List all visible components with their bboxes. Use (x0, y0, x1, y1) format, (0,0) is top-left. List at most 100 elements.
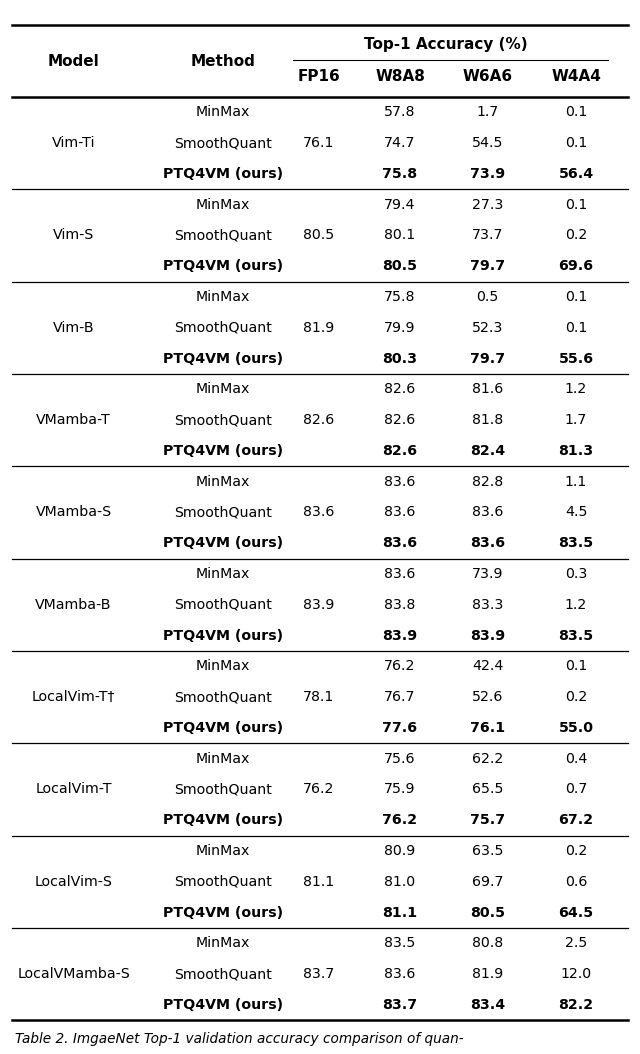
Text: 57.8: 57.8 (384, 105, 416, 119)
Text: PTQ4VM (ours): PTQ4VM (ours) (163, 167, 283, 181)
Text: MinMax: MinMax (196, 660, 250, 674)
Text: 56.4: 56.4 (559, 167, 593, 181)
Text: 0.6: 0.6 (565, 875, 587, 889)
Text: MinMax: MinMax (196, 290, 250, 304)
Text: 83.6: 83.6 (472, 506, 504, 520)
Text: 83.4: 83.4 (470, 998, 505, 1012)
Text: W6A6: W6A6 (463, 70, 513, 84)
Text: 0.1: 0.1 (565, 136, 587, 150)
Text: 65.5: 65.5 (472, 782, 504, 797)
Text: 80.5: 80.5 (470, 905, 505, 919)
Text: 83.6: 83.6 (384, 567, 416, 581)
Text: 80.3: 80.3 (383, 352, 417, 366)
Text: 0.2: 0.2 (565, 229, 587, 242)
Text: 83.6: 83.6 (384, 506, 416, 520)
Text: 62.2: 62.2 (472, 752, 503, 765)
Text: 83.8: 83.8 (385, 598, 415, 611)
Text: LocalVim-T†: LocalVim-T† (32, 690, 115, 704)
Text: 80.9: 80.9 (385, 844, 415, 858)
Text: W4A4: W4A4 (551, 70, 601, 84)
Text: 0.1: 0.1 (565, 105, 587, 119)
Text: 82.6: 82.6 (383, 444, 417, 457)
Text: 73.9: 73.9 (470, 167, 505, 181)
Text: VMamba-S: VMamba-S (36, 506, 111, 520)
Text: 80.5: 80.5 (383, 259, 417, 273)
Text: 82.6: 82.6 (385, 383, 415, 396)
Text: 76.1: 76.1 (303, 136, 335, 150)
Text: 83.9: 83.9 (303, 598, 335, 611)
Text: PTQ4VM (ours): PTQ4VM (ours) (163, 444, 283, 457)
Text: SmoothQuant: SmoothQuant (174, 690, 271, 704)
Text: 42.4: 42.4 (472, 660, 504, 674)
Text: 0.2: 0.2 (565, 844, 587, 858)
Text: 0.1: 0.1 (565, 198, 587, 212)
Text: 82.4: 82.4 (470, 444, 505, 457)
Text: PTQ4VM (ours): PTQ4VM (ours) (163, 628, 283, 643)
Text: 83.6: 83.6 (470, 536, 505, 550)
Text: 81.1: 81.1 (303, 875, 334, 889)
Text: 12.0: 12.0 (561, 968, 591, 981)
Text: Vim-S: Vim-S (53, 229, 94, 242)
Text: PTQ4VM (ours): PTQ4VM (ours) (163, 536, 283, 550)
Text: 1.7: 1.7 (477, 105, 499, 119)
Text: 76.2: 76.2 (383, 814, 417, 827)
Text: 81.9: 81.9 (303, 320, 334, 335)
Text: 0.1: 0.1 (565, 290, 587, 304)
Text: Model: Model (48, 54, 99, 69)
Text: 0.3: 0.3 (565, 567, 587, 581)
Text: 80.8: 80.8 (472, 936, 503, 951)
Text: 81.8: 81.8 (472, 413, 503, 427)
Text: LocalVMamba-S: LocalVMamba-S (17, 968, 130, 981)
Text: Table 2. ImgaeNet Top-1 validation accuracy comparison of quan-: Table 2. ImgaeNet Top-1 validation accur… (15, 1032, 463, 1046)
Text: W8A8: W8A8 (375, 70, 425, 84)
Text: LocalVim-T: LocalVim-T (35, 782, 112, 797)
Text: 4.5: 4.5 (564, 506, 588, 520)
Text: 77.6: 77.6 (383, 721, 417, 735)
Text: LocalVim-S: LocalVim-S (35, 875, 113, 889)
Text: SmoothQuant: SmoothQuant (174, 320, 271, 335)
Text: PTQ4VM (ours): PTQ4VM (ours) (163, 814, 283, 827)
Text: 55.0: 55.0 (559, 721, 593, 735)
Text: 0.1: 0.1 (565, 320, 587, 335)
Text: 52.3: 52.3 (472, 320, 504, 335)
Text: 74.7: 74.7 (384, 136, 416, 150)
Text: 81.9: 81.9 (472, 968, 503, 981)
Text: MinMax: MinMax (196, 752, 250, 765)
Text: 81.1: 81.1 (383, 905, 417, 919)
Text: SmoothQuant: SmoothQuant (174, 506, 271, 520)
Text: SmoothQuant: SmoothQuant (174, 229, 271, 242)
Text: MinMax: MinMax (196, 198, 250, 212)
Text: 76.7: 76.7 (384, 690, 416, 704)
Text: 82.6: 82.6 (385, 413, 415, 427)
Text: PTQ4VM (ours): PTQ4VM (ours) (163, 721, 283, 735)
Text: 1.2: 1.2 (565, 383, 587, 396)
Text: 69.6: 69.6 (559, 259, 593, 273)
Text: VMamba-T: VMamba-T (36, 413, 111, 427)
Text: 64.5: 64.5 (559, 905, 593, 919)
Text: PTQ4VM (ours): PTQ4VM (ours) (163, 352, 283, 366)
Text: 1.2: 1.2 (565, 598, 587, 611)
Text: 73.9: 73.9 (472, 567, 504, 581)
Text: 83.5: 83.5 (559, 536, 593, 550)
Text: 79.7: 79.7 (470, 259, 505, 273)
Text: SmoothQuant: SmoothQuant (174, 598, 271, 611)
Text: 63.5: 63.5 (472, 844, 504, 858)
Text: 75.8: 75.8 (383, 167, 417, 181)
Text: Method: Method (190, 54, 255, 69)
Text: MinMax: MinMax (196, 383, 250, 396)
Text: 78.1: 78.1 (303, 690, 334, 704)
Text: 83.6: 83.6 (303, 506, 335, 520)
Text: 83.6: 83.6 (383, 536, 417, 550)
Text: 83.6: 83.6 (384, 968, 416, 981)
Text: 0.5: 0.5 (477, 290, 499, 304)
Text: 83.3: 83.3 (472, 598, 504, 611)
Text: 83.6: 83.6 (384, 474, 416, 489)
Text: 76.2: 76.2 (303, 782, 335, 797)
Text: 76.2: 76.2 (384, 660, 416, 674)
Text: 1.1: 1.1 (565, 474, 587, 489)
Text: SmoothQuant: SmoothQuant (174, 875, 271, 889)
Text: 83.9: 83.9 (470, 628, 505, 643)
Text: 75.7: 75.7 (470, 814, 505, 827)
Text: 2.5: 2.5 (565, 936, 587, 951)
Text: 0.2: 0.2 (565, 690, 587, 704)
